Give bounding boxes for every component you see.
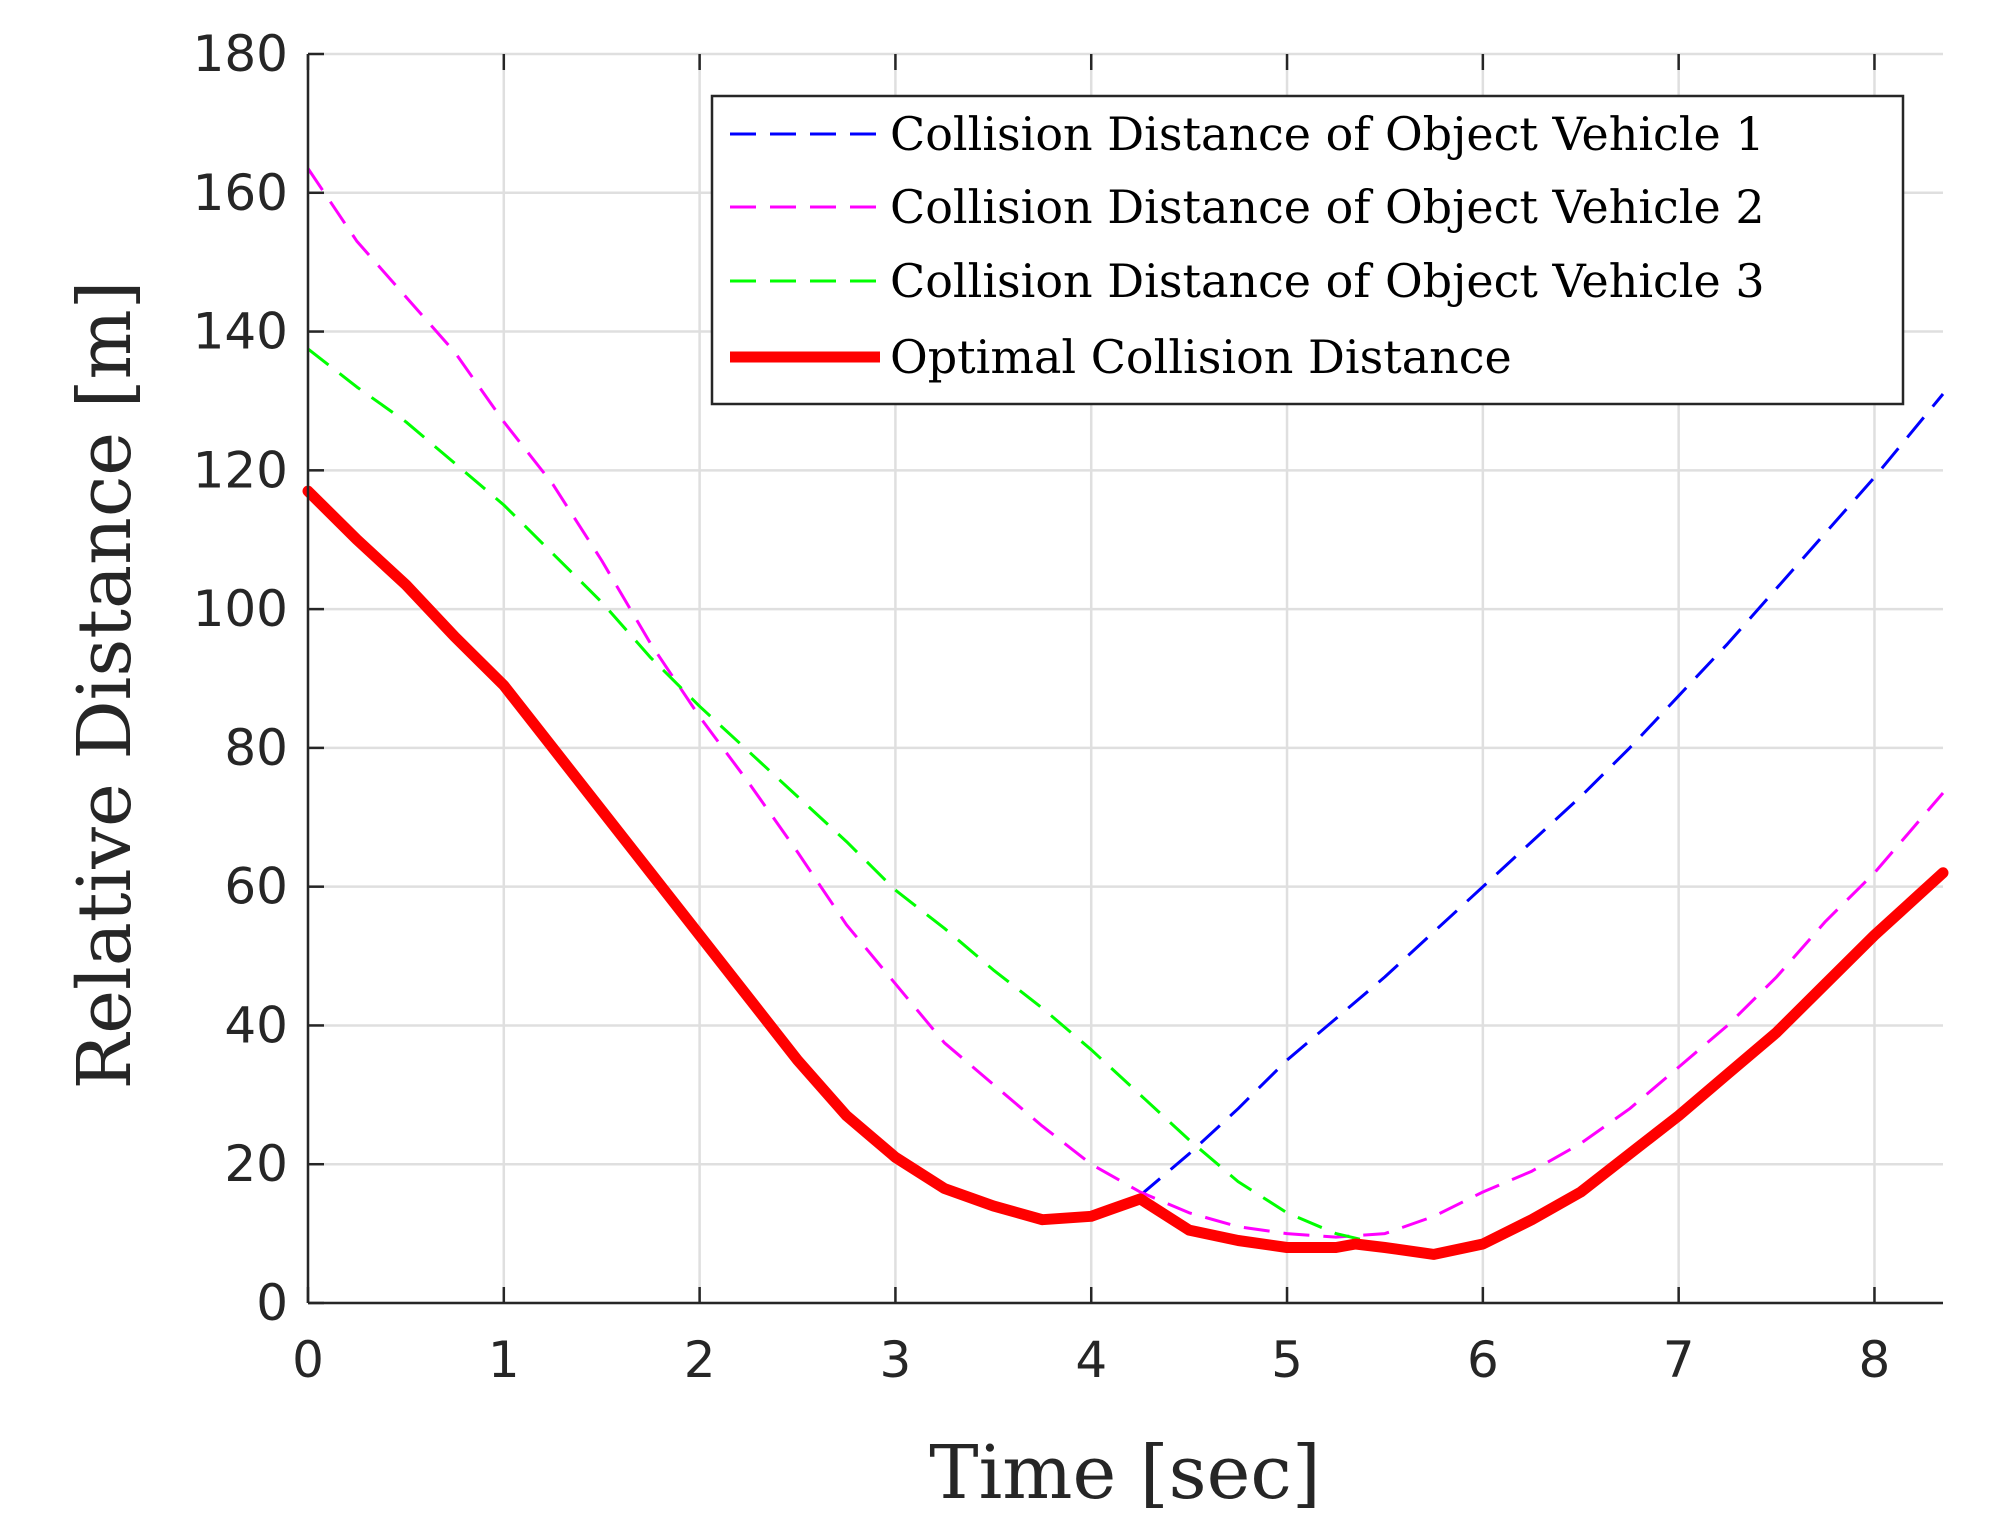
x-tick-label-8: 8 (1859, 1331, 1891, 1389)
series-line-3 (307, 347, 1366, 1242)
legend: Collision Distance of Object Vehicle 1 C… (710, 94, 1905, 406)
x-tick-label-2: 2 (684, 1331, 716, 1389)
x-tick-label-5: 5 (1271, 1331, 1303, 1389)
x-tick-label-1: 1 (488, 1331, 520, 1389)
x-tick-label-6: 6 (1467, 1331, 1499, 1389)
y-tick-label-6: 120 (193, 441, 288, 499)
x-tick-label-3: 3 (880, 1331, 912, 1389)
legend-entry-series-4: Optimal Collision Distance (890, 330, 1512, 384)
y-tick-label-4: 80 (224, 719, 288, 777)
x-tick-label-0: 0 (292, 1331, 324, 1389)
legend-box (710, 94, 1905, 406)
y-tick-label-8: 160 (193, 164, 288, 222)
x-tick-label-7: 7 (1663, 1331, 1695, 1389)
x-tick-label-4: 4 (1075, 1331, 1107, 1389)
y-tick-label-7: 140 (193, 303, 288, 361)
y-axis-title: Relative Distance [m] (62, 281, 148, 1090)
series-line-4 (302, 485, 1949, 1260)
y-tick-label-5: 100 (193, 580, 288, 638)
y-tick-label-1: 20 (224, 1135, 288, 1193)
y-tick-label-2: 40 (224, 996, 288, 1054)
series-line-1 (1139, 393, 1945, 1197)
y-tick-label-9: 180 (193, 25, 288, 83)
plot-area (302, 167, 1949, 1260)
legend-entry-series-3: Collision Distance of Object Vehicle 3 (890, 254, 1765, 308)
legend-entry-series-1: Collision Distance of Object Vehicle 1 (890, 107, 1765, 161)
series-line-2 (306, 167, 1945, 1239)
x-axis-title: Time [sec] (929, 1430, 1320, 1516)
legend-entry-series-2: Collision Distance of Object Vehicle 2 (890, 180, 1765, 234)
y-tick-label-3: 60 (224, 858, 288, 916)
y-tick-label-0: 0 (256, 1274, 288, 1332)
